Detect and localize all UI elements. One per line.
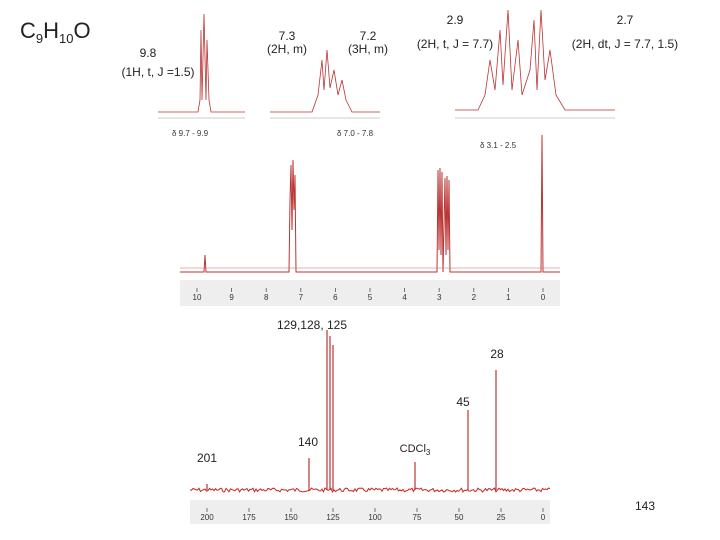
peak-shift: 7.3 [279, 29, 296, 43]
formula: C9H10O [20, 18, 91, 46]
axis-label: 100 [368, 513, 382, 522]
axis-label: 5 [368, 293, 373, 302]
axis-label: 10 [193, 293, 202, 302]
peak-shift: 9.8 [140, 46, 157, 60]
peak-shift: 2.9 [447, 13, 464, 27]
axis-label: 6 [333, 293, 338, 302]
insets [158, 9, 615, 113]
peak-detail: (1H, t, J =1.5) [121, 65, 194, 79]
axis-band [180, 280, 560, 306]
axis-label: 4 [402, 293, 407, 302]
axis-label: 8 [264, 293, 269, 302]
peak-shift: 7.2 [360, 29, 377, 43]
formula-sub: 9 [36, 31, 43, 46]
axis-label: 75 [413, 513, 422, 522]
peak-detail: (2H, t, J = 7.7) [417, 37, 493, 51]
axis-label: 150 [284, 513, 298, 522]
peak-label: 129,128, 125 [277, 318, 347, 332]
axis-label: 9 [229, 293, 234, 302]
axis-label: 200 [200, 513, 214, 522]
range-label: δ 7.0 - 7.8 [337, 129, 374, 138]
axis-label: 25 [497, 513, 506, 522]
formula-part: C [20, 18, 36, 43]
formula-part: H [43, 18, 59, 43]
peak-label: 140 [298, 435, 318, 449]
peak-detail: (2H, dt, J = 7.7, 1.5) [572, 37, 678, 51]
axis-label: 2 [472, 293, 477, 302]
peak-label: 201 [197, 451, 217, 465]
axis-band [190, 500, 550, 524]
range-label: δ 9.7 - 9.9 [172, 129, 209, 138]
axis-label: 3 [437, 293, 442, 302]
axis-label: 125 [326, 513, 340, 522]
peak-detail: (3H, m) [348, 42, 388, 56]
peak-shift: 2.7 [617, 13, 634, 27]
axis-label: 175 [242, 513, 256, 522]
axis-label: 1 [506, 293, 511, 302]
peak-detail: (2H, m) [267, 42, 307, 56]
page-number: 143 [635, 499, 655, 513]
peak-label: 45 [456, 395, 470, 409]
axis-label: 0 [541, 293, 546, 302]
solvent-label: CDCl3 [400, 443, 431, 457]
formula-sub: 10 [59, 31, 73, 46]
axis-label: 0 [541, 513, 546, 522]
c-peaks [206, 330, 497, 490]
axis-label: 7 [299, 293, 304, 302]
range-label: δ 3.1 - 2.5 [480, 141, 517, 150]
solvent-sub: 3 [426, 448, 431, 457]
formula-part: O [73, 18, 90, 43]
peak-label: 28 [490, 347, 504, 361]
c-baseline [189, 487, 551, 494]
axis-label: 50 [455, 513, 464, 522]
h-spectrum [180, 134, 560, 273]
solvent-text: CDCl [400, 443, 426, 455]
